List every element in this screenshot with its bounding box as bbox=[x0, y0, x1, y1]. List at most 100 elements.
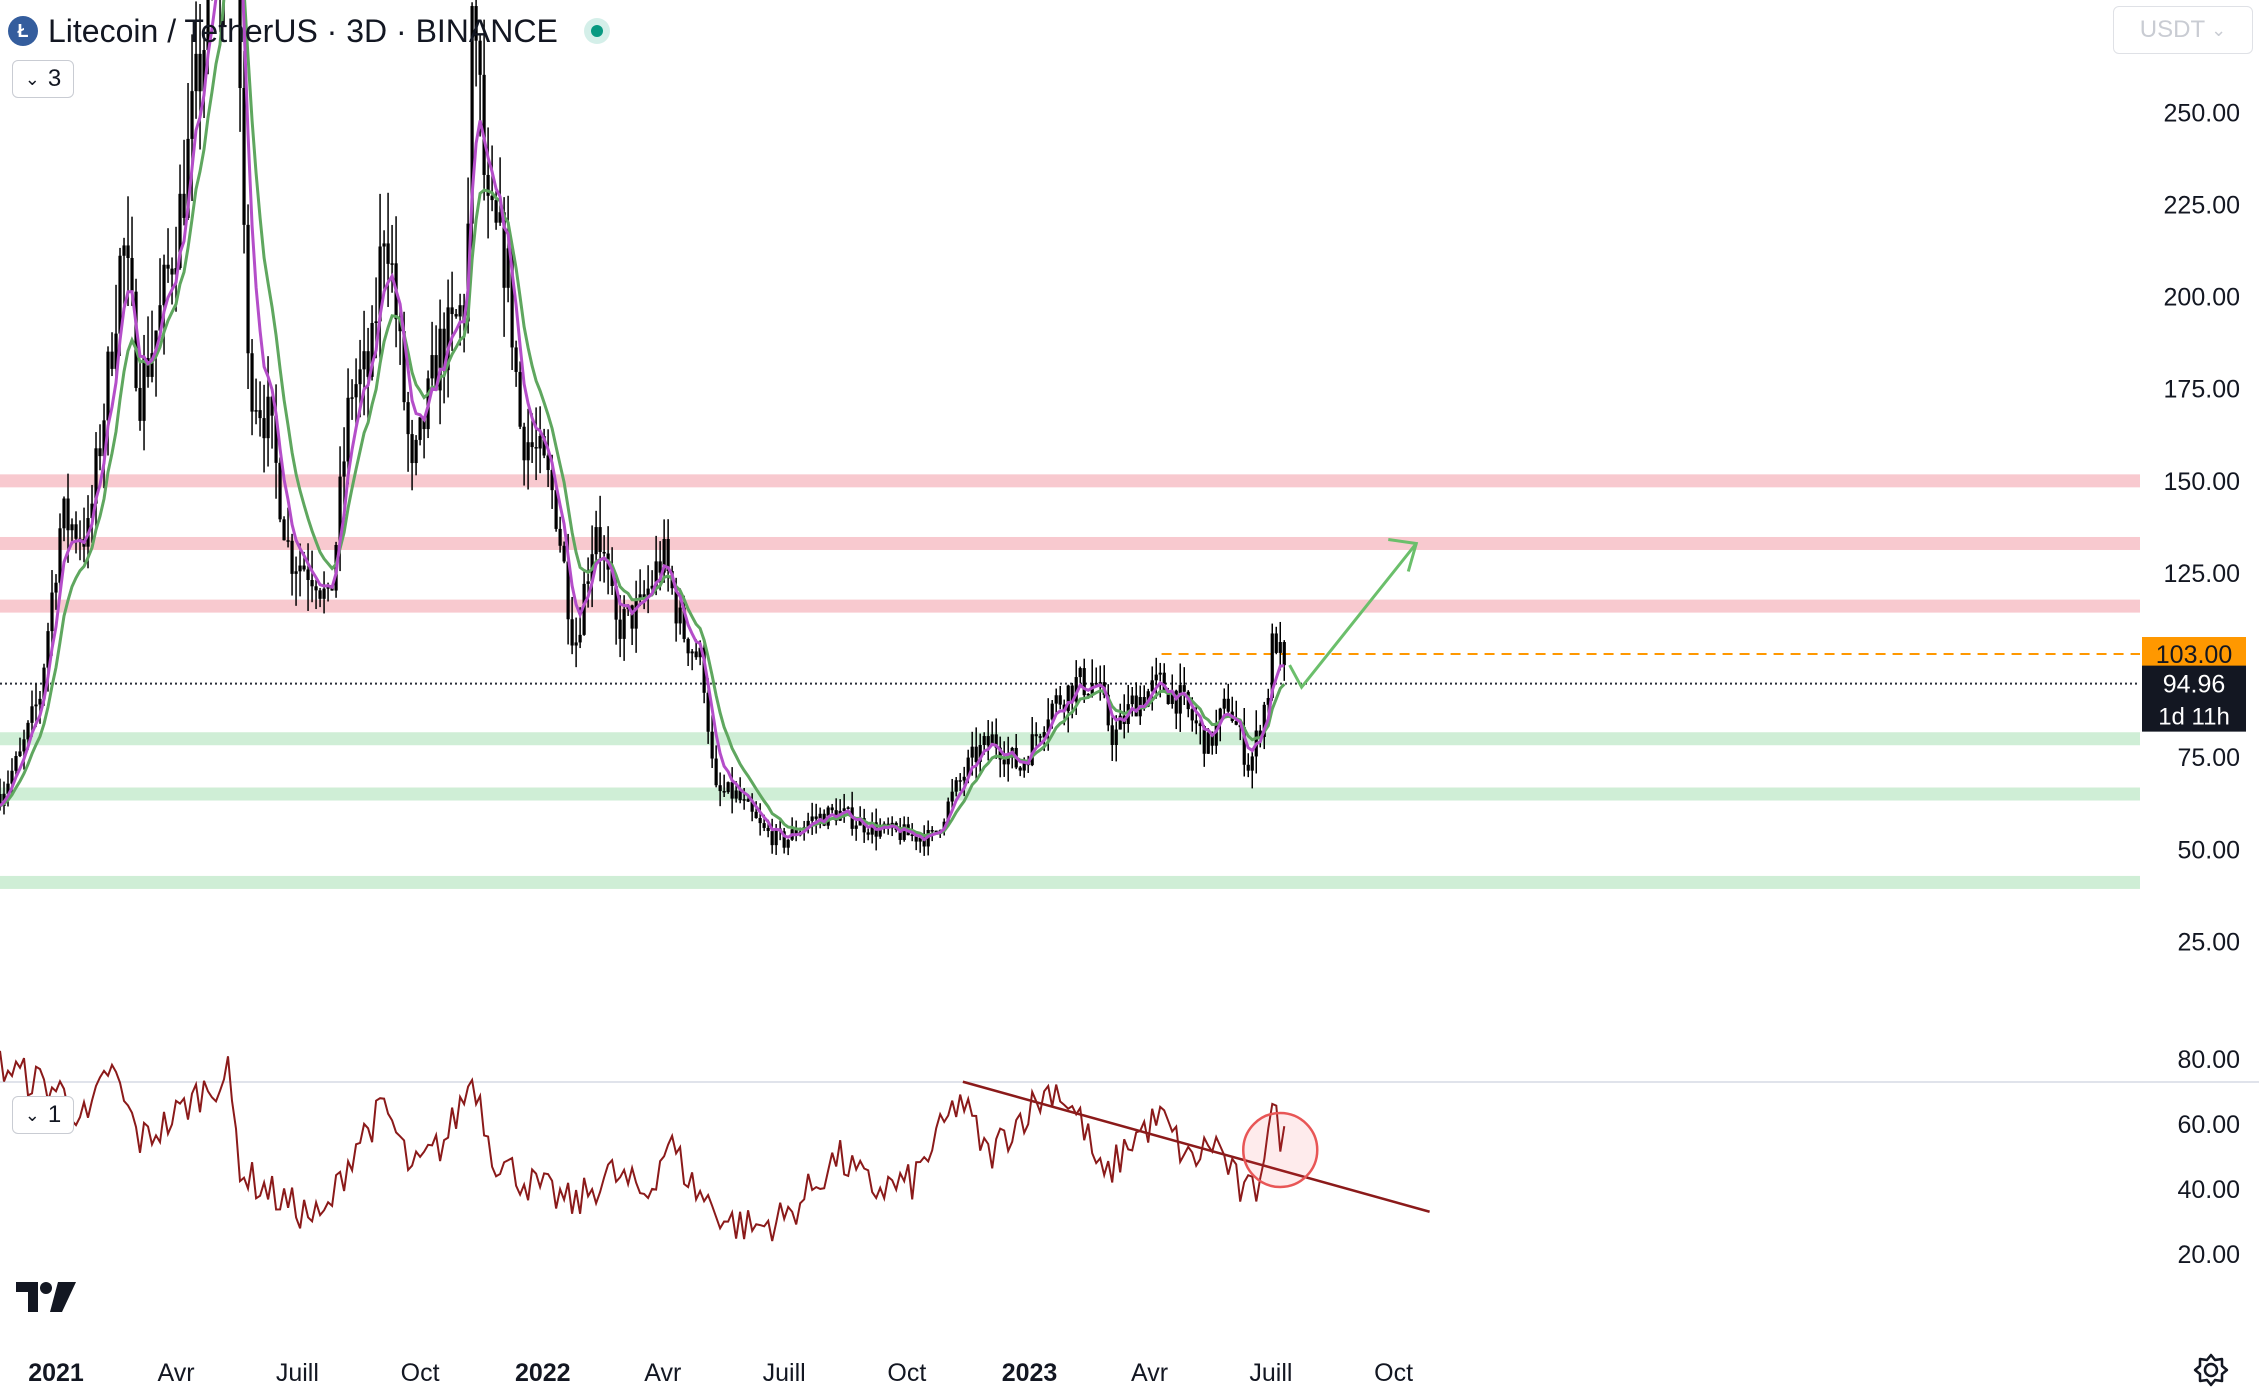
candle-body[interactable] bbox=[98, 448, 102, 457]
candle-body[interactable] bbox=[458, 305, 462, 317]
candle-body[interactable] bbox=[686, 638, 690, 654]
candle-body[interactable] bbox=[202, 50, 206, 92]
candle-body[interactable] bbox=[38, 698, 42, 705]
candle-body[interactable] bbox=[26, 722, 30, 740]
candle-body[interactable] bbox=[106, 351, 110, 421]
candle-body[interactable] bbox=[962, 776, 966, 781]
candle-body[interactable] bbox=[18, 751, 22, 757]
candle-body[interactable] bbox=[594, 527, 598, 555]
candle-body[interactable] bbox=[190, 91, 194, 139]
candle-body[interactable] bbox=[634, 599, 638, 629]
candle-body[interactable] bbox=[302, 565, 306, 570]
candle-body[interactable] bbox=[714, 758, 718, 786]
candle-body[interactable] bbox=[630, 605, 634, 629]
candle-body[interactable] bbox=[522, 426, 526, 461]
candle-body[interactable] bbox=[558, 528, 562, 546]
candle-body[interactable] bbox=[922, 837, 926, 847]
candle-body[interactable] bbox=[506, 248, 510, 288]
candle-body[interactable] bbox=[402, 331, 406, 403]
candle-body[interactable] bbox=[258, 410, 262, 419]
candle-body[interactable] bbox=[114, 333, 118, 369]
candle-body[interactable] bbox=[930, 830, 934, 832]
candle-body[interactable] bbox=[362, 351, 366, 370]
candle-body[interactable] bbox=[734, 790, 738, 799]
market-open-status-icon[interactable] bbox=[583, 18, 610, 44]
candle-body[interactable] bbox=[758, 818, 762, 824]
candle-body[interactable] bbox=[638, 594, 642, 600]
candle-body[interactable] bbox=[498, 212, 502, 223]
candle-body[interactable] bbox=[514, 347, 518, 372]
candle-body[interactable] bbox=[318, 590, 322, 599]
candle-body[interactable] bbox=[350, 397, 354, 399]
candle-body[interactable] bbox=[1282, 642, 1286, 666]
candle-body[interactable] bbox=[438, 328, 442, 391]
candle-body[interactable] bbox=[782, 831, 786, 848]
candle-body[interactable] bbox=[494, 200, 498, 223]
candle-body[interactable] bbox=[578, 634, 582, 643]
candle-body[interactable] bbox=[418, 417, 422, 440]
candle-body[interactable] bbox=[974, 746, 978, 762]
candle-body[interactable] bbox=[858, 818, 862, 826]
candle-body[interactable] bbox=[1174, 690, 1178, 714]
candle-body[interactable] bbox=[66, 498, 70, 531]
candle-body[interactable] bbox=[654, 561, 658, 586]
candle-body[interactable] bbox=[1274, 633, 1278, 653]
candle-body[interactable] bbox=[658, 561, 662, 573]
candle-body[interactable] bbox=[346, 397, 350, 462]
candle-body[interactable] bbox=[502, 212, 506, 288]
candle-body[interactable] bbox=[1042, 732, 1046, 738]
candle-body[interactable] bbox=[786, 839, 790, 848]
candle-body[interactable] bbox=[1262, 704, 1266, 737]
candle-body[interactable] bbox=[474, 6, 478, 41]
candle-body[interactable] bbox=[1258, 730, 1262, 737]
candle-body[interactable] bbox=[22, 739, 26, 752]
candle-body[interactable] bbox=[726, 782, 730, 793]
candle-body[interactable] bbox=[126, 245, 130, 258]
candle-body[interactable] bbox=[866, 832, 870, 835]
candle-body[interactable] bbox=[390, 263, 394, 265]
candle-body[interactable] bbox=[30, 706, 34, 723]
candle-body[interactable] bbox=[510, 248, 514, 348]
candle-body[interactable] bbox=[410, 434, 414, 464]
candle-body[interactable] bbox=[918, 837, 922, 842]
candle-body[interactable] bbox=[1034, 734, 1038, 737]
candle-body[interactable] bbox=[746, 799, 750, 802]
candle-body[interactable] bbox=[910, 834, 914, 836]
main-pane-collapse-button[interactable]: ⌄ 3 bbox=[12, 60, 74, 98]
candle-body[interactable] bbox=[534, 447, 538, 449]
candle-body[interactable] bbox=[162, 264, 166, 306]
candle-body[interactable] bbox=[566, 561, 570, 620]
candle-body[interactable] bbox=[1114, 729, 1118, 745]
candle-body[interactable] bbox=[158, 305, 162, 331]
candle-body[interactable] bbox=[1006, 753, 1010, 765]
candle-body[interactable] bbox=[830, 807, 834, 811]
candle-body[interactable] bbox=[978, 745, 982, 762]
candle-body[interactable] bbox=[94, 448, 98, 504]
candle-body[interactable] bbox=[1094, 682, 1098, 685]
candle-body[interactable] bbox=[950, 791, 954, 802]
candle-body[interactable] bbox=[722, 791, 726, 793]
candle-body[interactable] bbox=[1086, 693, 1090, 696]
candle-body[interactable] bbox=[206, 0, 210, 51]
candle-body[interactable] bbox=[1002, 759, 1006, 765]
candle-body[interactable] bbox=[1170, 690, 1174, 705]
candle-body[interactable] bbox=[1182, 685, 1186, 692]
candle-body[interactable] bbox=[134, 291, 138, 388]
candle-body[interactable] bbox=[142, 358, 146, 421]
candle-body[interactable] bbox=[282, 519, 286, 541]
candle-body[interactable] bbox=[614, 586, 618, 620]
candle-body[interactable] bbox=[262, 418, 266, 439]
candle-body[interactable] bbox=[1046, 719, 1050, 733]
candle-body[interactable] bbox=[794, 829, 798, 836]
candle-body[interactable] bbox=[1194, 720, 1198, 724]
candle-body[interactable] bbox=[1210, 732, 1214, 746]
candle-body[interactable] bbox=[1250, 756, 1254, 771]
candle-body[interactable] bbox=[358, 369, 362, 385]
candle-body[interactable] bbox=[122, 245, 126, 256]
candle-body[interactable] bbox=[54, 582, 58, 593]
candle-body[interactable] bbox=[110, 351, 114, 369]
candle-body[interactable] bbox=[898, 829, 902, 840]
candle-body[interactable] bbox=[1054, 695, 1058, 704]
candle-body[interactable] bbox=[818, 813, 822, 819]
candle-body[interactable] bbox=[366, 351, 370, 377]
